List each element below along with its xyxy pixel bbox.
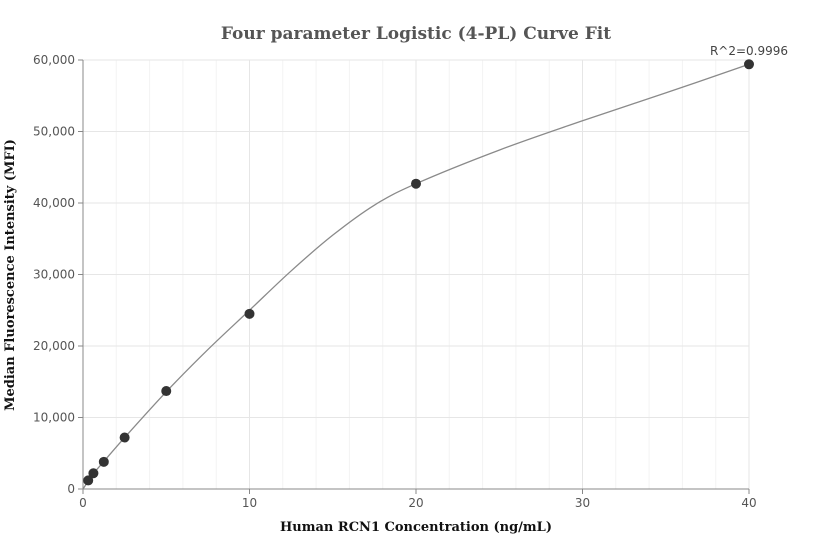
data-point <box>244 308 255 319</box>
y-tick-label: 50,000 <box>33 125 75 139</box>
y-tick-label: 30,000 <box>33 268 75 282</box>
y-tick-label: 60,000 <box>33 53 75 67</box>
y-tick-label: 10,000 <box>33 411 75 425</box>
x-tick-label: 10 <box>242 496 257 510</box>
data-point <box>98 456 109 467</box>
r-squared-annotation: R^2=0.9996 <box>710 44 788 58</box>
y-tick-label: 0 <box>67 482 75 496</box>
x-tick-label: 0 <box>79 496 87 510</box>
data-points <box>83 59 754 486</box>
x-axis-title: Human RCN1 Concentration (ng/mL) <box>280 520 552 535</box>
axes: 0 10 20 30 40 0 10,000 20,000 30,000 40,000 50,000… <box>33 53 757 510</box>
data-point <box>83 475 94 486</box>
data-point <box>119 432 130 443</box>
chart-title: Four parameter Logistic (4-PL) Curve Fit <box>221 24 611 44</box>
data-point <box>744 59 754 70</box>
y-axis-title: Median Fluorescence Intensity (MFI) <box>3 139 18 411</box>
data-point <box>161 386 172 397</box>
y-tick-label: 20,000 <box>33 339 75 353</box>
x-tick-label: 20 <box>408 496 423 510</box>
data-point <box>411 178 421 189</box>
x-tick-label: 40 <box>741 496 756 510</box>
grid <box>83 59 750 489</box>
fit-curve-line <box>82 63 750 490</box>
y-tick-label: 40,000 <box>33 196 75 210</box>
x-tick-label: 30 <box>575 496 590 510</box>
data-point <box>88 468 99 479</box>
